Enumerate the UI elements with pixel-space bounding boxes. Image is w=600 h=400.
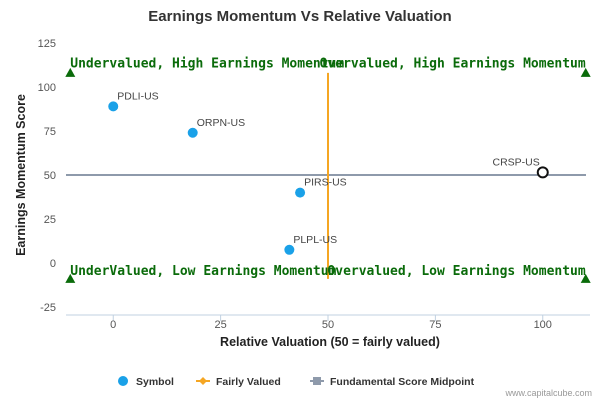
legend-item-label: Symbol (136, 376, 174, 388)
legend-item-label: Fairly Valued (216, 376, 281, 388)
quadrant-label: Overvalued, High Earnings Momentum (320, 56, 586, 71)
corner-triangle-marker (65, 273, 76, 283)
x-tick-label: 50 (322, 319, 334, 331)
corner-triangle-marker (580, 273, 591, 283)
data-point (295, 187, 306, 198)
y-tick-label: 25 (44, 214, 56, 226)
x-axis-label: Relative Valuation (50 = fairly valued) (220, 335, 440, 349)
y-tick-label: 100 (38, 82, 56, 94)
data-point-label: PIRS-US (304, 177, 347, 189)
y-tick-label: -25 (40, 302, 56, 314)
data-point (108, 101, 119, 112)
data-point-label: PLPL-US (293, 234, 337, 246)
legend-item-label: Fundamental Score Midpoint (330, 376, 475, 388)
credit-text: www.capitalcube.com (504, 388, 592, 398)
quadrant-label: Overvalued, Low Earnings Momentum (327, 264, 585, 279)
data-point (187, 127, 198, 138)
y-tick-label: 50 (44, 170, 56, 182)
corner-triangle-marker (580, 67, 591, 77)
data-point-highlighted (536, 166, 549, 179)
y-axis-label: Earnings Momentum Score (14, 94, 28, 256)
legend: Symbol Fairly Valued Fundamental Score Mid… (118, 376, 475, 388)
y-tick-label: 0 (50, 258, 56, 270)
x-tick-label: 75 (429, 319, 441, 331)
plot-area: 0 25 50 75 100 -25 0 25 50 75 100 125 Undervalued, H… (38, 38, 591, 331)
data-point-label: CRSP-US (492, 156, 539, 168)
quadrant-label: UnderValued, Low Earnings Momentum (70, 264, 336, 279)
legend-fair-value-diamond-icon (199, 377, 207, 385)
quadrant-label: Undervalued, High Earnings Momentum (70, 56, 344, 71)
data-point (284, 244, 295, 255)
y-tick-label: 75 (44, 126, 56, 138)
x-tick-label: 100 (534, 319, 552, 331)
chart-title: Earnings Momentum Vs Relative Valuation (148, 8, 451, 25)
x-tick-label: 0 (110, 319, 116, 331)
legend-midpoint-square-icon (313, 377, 321, 385)
data-point-label: PDLI-US (117, 90, 158, 102)
x-tick-label: 25 (214, 319, 226, 331)
data-point-label: ORPN-US (197, 117, 245, 129)
legend-symbol-icon (118, 376, 128, 386)
y-tick-label: 125 (38, 38, 56, 50)
corner-triangle-marker (65, 67, 76, 77)
